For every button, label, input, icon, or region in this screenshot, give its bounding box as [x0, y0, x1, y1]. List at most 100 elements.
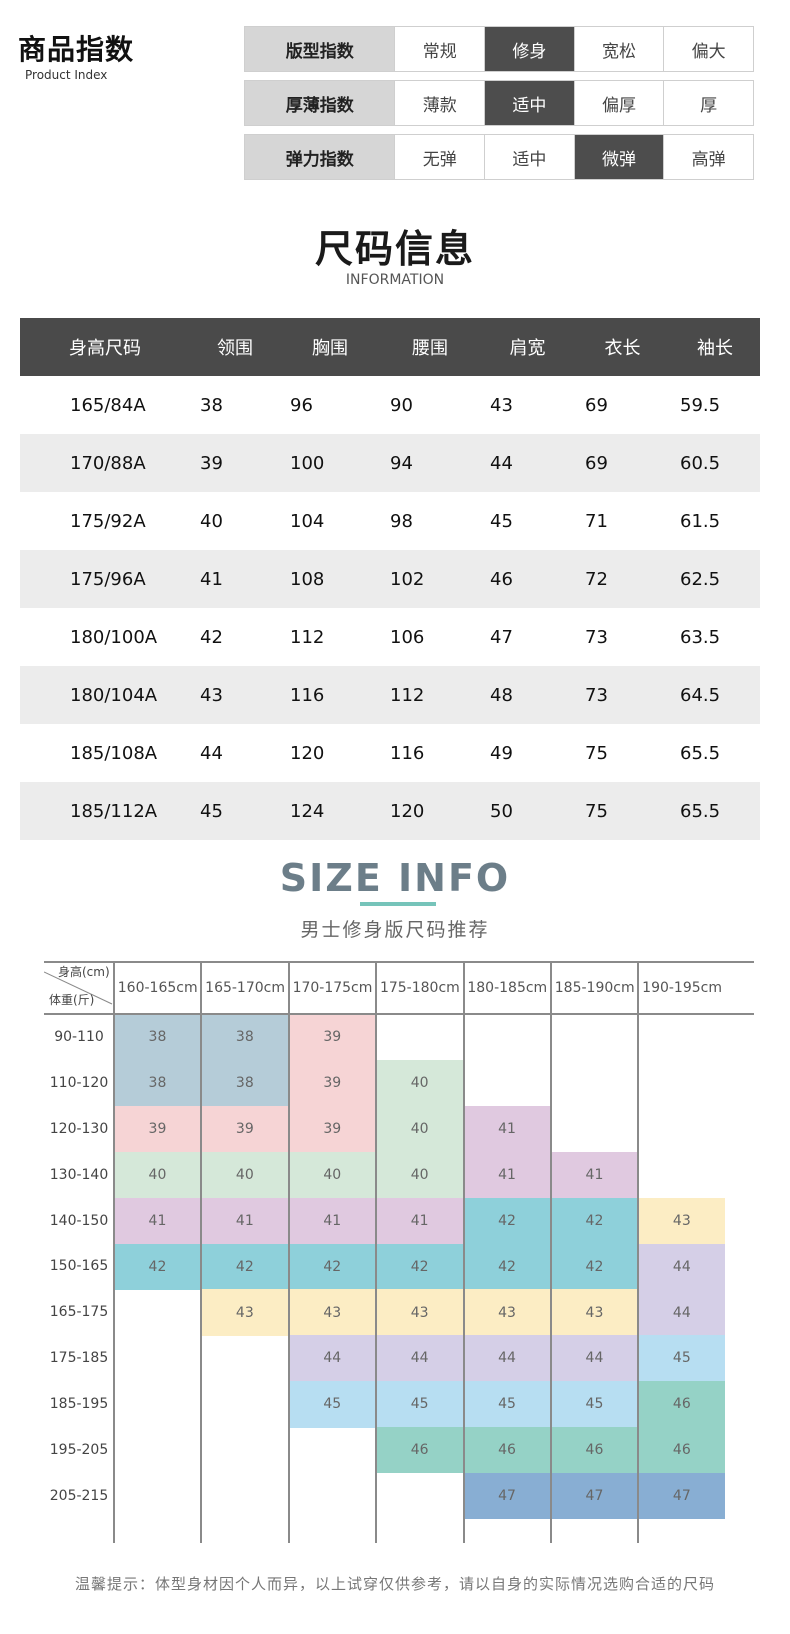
grid-line [550, 962, 552, 1543]
size-info-title: 尺码信息 [314, 227, 475, 271]
grid-line [44, 1013, 754, 1015]
index-option-selected: 修身 [484, 27, 574, 71]
index-row-label: 版型指数 [245, 27, 395, 71]
index-option: 偏大 [663, 27, 753, 71]
index-option: 薄款 [394, 81, 485, 125]
size-cell: 43 [288, 1289, 376, 1336]
size-cell: 44 [288, 1335, 376, 1382]
size-cell: 39 [288, 1059, 376, 1107]
weight-row-label: 185-195 [49, 1396, 109, 1413]
size-cell: 41 [201, 1197, 289, 1244]
size-cell: 47 [551, 1473, 638, 1520]
size-cell: 42 [463, 1243, 551, 1290]
table-cell: 48 [480, 666, 575, 724]
size-cell: 40 [114, 1151, 201, 1199]
index-option: 厚 [663, 81, 753, 125]
size-cell: 38 [201, 1014, 289, 1061]
table-cell: 120 [290, 742, 325, 764]
size-cell: 46 [463, 1427, 551, 1474]
height-column-label: 175-180cm [379, 980, 460, 996]
size-cell: 46 [376, 1427, 464, 1474]
index-row-label: 厚薄指数 [245, 81, 395, 125]
weight-row-label: 150-165 [49, 1258, 109, 1275]
size-cell: 43 [638, 1197, 726, 1244]
size-cell: 43 [376, 1289, 464, 1336]
size-cell: 40 [288, 1151, 376, 1199]
table-cell: 106 [390, 626, 425, 648]
size-cell: 42 [376, 1243, 464, 1290]
weight-row-label: 175-185 [49, 1350, 109, 1367]
index-option: 偏厚 [573, 81, 664, 125]
table-cell: 49 [490, 742, 513, 764]
table-cell: 102 [380, 550, 480, 608]
index-row: 弹力指数 无弹 适中 微弹 高弹 [244, 134, 754, 180]
title-underline [360, 902, 436, 906]
size-cell: 42 [551, 1197, 638, 1244]
table-row: 185/108A 44 120 116 49 75 65.5 [20, 724, 760, 782]
table-cell: 104 [290, 510, 325, 532]
size-cell: 46 [638, 1381, 726, 1428]
table-cell: 69 [575, 434, 670, 492]
size-cell: 47 [638, 1473, 726, 1520]
size-cell: 39 [201, 1105, 289, 1153]
table-cell: 40 [200, 510, 223, 532]
corner-height-label: 身高(cm) [58, 965, 110, 979]
table-cell: 175/92A [70, 510, 146, 532]
table-cell: 44 [200, 742, 223, 764]
table-cell: 62.5 [670, 550, 760, 608]
size-table: 身高尺码 领围 胸围 腰围 肩宽 衣长 袖长 165/84A 38 96 90 43 69 59.5 17… [20, 318, 760, 840]
size-cell: 38 [114, 1059, 201, 1107]
table-cell: 72 [575, 550, 670, 608]
size-cell: 46 [638, 1427, 726, 1474]
table-cell: 73 [585, 626, 608, 648]
height-column-label: 165-170cm [205, 980, 285, 996]
size-cell: 44 [463, 1335, 551, 1382]
size-cell: 47 [463, 1473, 551, 1520]
table-cell: 46 [480, 550, 575, 608]
table-cell: 170/88A [20, 434, 190, 492]
weight-row-label: 120-130 [49, 1120, 109, 1137]
size-cell: 43 [551, 1289, 638, 1336]
table-cell: 96 [290, 394, 313, 416]
table-cell: 185/112A [20, 782, 190, 840]
weight-row-label: 110-120 [49, 1074, 109, 1091]
weight-row-label: 205-215 [49, 1487, 109, 1504]
table-cell: 60.5 [670, 434, 760, 492]
grid-line [113, 962, 115, 1543]
index-option: 宽松 [573, 27, 664, 71]
table-cell: 50 [480, 782, 575, 840]
size-cell: 38 [201, 1059, 289, 1107]
index-option-selected: 微弹 [573, 135, 664, 179]
size-cell: 42 [201, 1243, 289, 1290]
weight-row-label: 195-205 [49, 1442, 109, 1459]
table-row: 165/84A 38 96 90 43 69 59.5 [20, 376, 760, 434]
table-cell: 100 [280, 434, 380, 492]
size-cell: 41 [376, 1197, 464, 1244]
size-cell: 44 [376, 1335, 464, 1382]
product-index-subtitle: Product Index [25, 68, 108, 82]
size-cell: 45 [463, 1381, 551, 1428]
table-row: 180/104A 43 116 112 48 73 64.5 [20, 666, 760, 724]
table-cell: 43 [190, 666, 280, 724]
size-cell: 44 [638, 1243, 726, 1290]
weight-row-label: 140-150 [49, 1212, 109, 1229]
size-cell: 41 [463, 1151, 551, 1199]
size-cell: 42 [288, 1243, 376, 1290]
table-row: 175/96A 41 108 102 46 72 62.5 [20, 550, 760, 608]
size-cell: 41 [551, 1151, 638, 1199]
size-cell: 45 [376, 1381, 464, 1428]
table-cell: 41 [190, 550, 280, 608]
size-cell: 41 [114, 1197, 201, 1244]
column-header: 领围 [190, 318, 280, 376]
size-chart-subtitle: 男士修身版尺码推荐 [300, 919, 490, 941]
grid-line [637, 962, 640, 1543]
size-cell: 40 [376, 1105, 464, 1153]
table-cell: 73 [575, 666, 670, 724]
size-cell: 43 [463, 1289, 551, 1336]
table-cell: 63.5 [680, 626, 721, 648]
size-info-subtitle: INFORMATION [345, 272, 445, 288]
table-cell: 38 [200, 394, 223, 416]
index-row: 版型指数 常规 修身 宽松 偏大 [244, 26, 754, 72]
height-column-label: 190-195cm [642, 980, 722, 996]
size-cell: 45 [551, 1381, 638, 1428]
